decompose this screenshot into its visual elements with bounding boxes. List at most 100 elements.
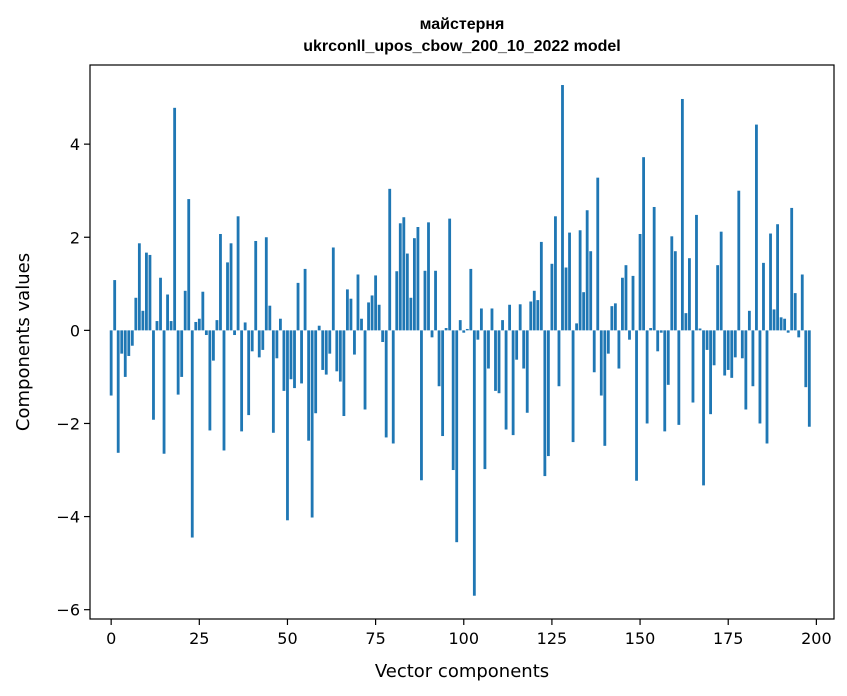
bar-193 [790, 207, 794, 331]
x-tick-label: 25 [189, 629, 209, 648]
bar-22 [187, 199, 191, 331]
bar-188 [772, 309, 776, 331]
bar-82 [398, 223, 402, 331]
bar-180 [744, 330, 748, 410]
bar-197 [804, 330, 808, 388]
bar-67 [345, 289, 349, 331]
bar-95 [444, 328, 448, 331]
x-tick-label: 125 [537, 629, 568, 648]
bar-40 [250, 330, 254, 352]
bar-109 [494, 330, 497, 391]
bar-178 [737, 190, 741, 331]
y-axis-ticks: −6 −4 −2 0 2 4 [56, 135, 90, 620]
x-tick-label: 175 [713, 629, 744, 648]
bar-106 [483, 330, 487, 470]
bar-153 [649, 328, 653, 331]
bar-15 [162, 330, 166, 454]
bar-108 [490, 308, 494, 331]
y-tick-label: 2 [70, 228, 80, 247]
y-tick-label: 4 [70, 135, 80, 154]
bar-53 [296, 282, 300, 331]
bar-103 [472, 330, 476, 596]
bar-46 [271, 330, 275, 433]
bar-97 [451, 330, 455, 471]
bar-25 [197, 318, 201, 331]
bar-170 [709, 330, 712, 415]
y-axis-label: Components values [13, 253, 34, 431]
bar-149 [635, 330, 638, 481]
bar-187 [769, 233, 772, 331]
bar-162 [680, 98, 684, 331]
bar-79 [388, 188, 392, 331]
bar-166 [695, 214, 698, 331]
bar-86 [412, 238, 416, 331]
bar-61 [324, 330, 328, 375]
bar-191 [783, 318, 787, 331]
bar-142 [610, 306, 614, 331]
bar-164 [688, 258, 691, 331]
bar-104 [476, 330, 480, 340]
bar-152 [645, 330, 649, 424]
bar-60 [321, 330, 325, 370]
bar-151 [642, 157, 645, 331]
bar-18 [173, 107, 177, 331]
bar-198 [807, 330, 811, 427]
y-tick-label: −4 [56, 508, 80, 527]
bar-80 [391, 330, 395, 444]
bar-176 [730, 330, 734, 378]
bar-177 [733, 330, 737, 358]
bar-148 [631, 275, 635, 331]
bar-140 [603, 330, 607, 446]
bar-156 [659, 330, 663, 333]
bar-27 [204, 330, 208, 336]
bar-36 [236, 216, 240, 331]
bar-35 [233, 330, 236, 336]
bar-52 [293, 330, 296, 389]
bar-168 [702, 330, 705, 486]
bar-6 [130, 330, 134, 346]
bar-7 [134, 297, 138, 331]
bar-96 [448, 218, 452, 331]
bar-119 [529, 301, 533, 331]
bar-83 [402, 217, 406, 331]
bar-141 [606, 330, 610, 354]
bar-54 [300, 330, 303, 384]
bar-47 [275, 330, 279, 359]
bar-39 [247, 330, 251, 416]
y-tick-label: −2 [56, 414, 80, 433]
bar-105 [479, 308, 483, 331]
bar-189 [776, 224, 779, 331]
bar-116 [518, 304, 522, 331]
bar-13 [155, 321, 159, 331]
bar-21 [183, 290, 187, 331]
plot-frame [89, 64, 835, 620]
bar-66 [342, 330, 346, 417]
bar-154 [652, 206, 656, 331]
bar-158 [666, 330, 670, 385]
bar-137 [592, 330, 596, 373]
bar-101 [465, 328, 469, 331]
bar-38 [243, 322, 247, 331]
bar-122 [539, 241, 543, 331]
bar-10 [145, 252, 148, 331]
bar-3 [120, 330, 124, 354]
bar-161 [677, 330, 681, 425]
bar-113 [508, 304, 512, 331]
bar-78 [384, 330, 388, 438]
bar-44 [264, 237, 268, 331]
bar-74 [370, 295, 374, 331]
y-tick-label: −6 [56, 601, 80, 620]
bar-41 [254, 240, 258, 331]
bar-129 [564, 267, 568, 331]
bar-51 [289, 330, 293, 380]
x-tick-label: 150 [625, 629, 656, 648]
bar-194 [793, 293, 797, 331]
bar-100 [462, 330, 466, 333]
x-tick-label: 100 [448, 629, 479, 648]
bar-33 [226, 262, 229, 331]
bar-110 [497, 330, 501, 394]
bar-4 [123, 330, 127, 377]
bar-134 [582, 292, 586, 331]
bar-133 [578, 230, 582, 331]
bar-series [109, 85, 811, 596]
